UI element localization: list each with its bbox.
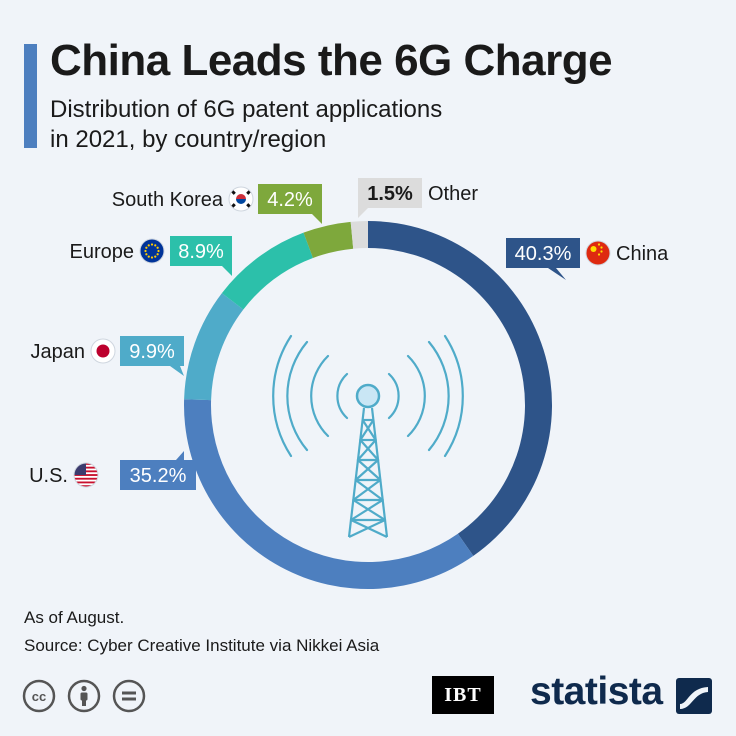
statista-wordmark: statista: [530, 670, 663, 713]
slice-south-korea: [303, 221, 354, 258]
category-label-u-s: U.S.: [29, 465, 68, 487]
attribution-icon[interactable]: [67, 679, 101, 713]
value-label-south-korea: 4.2%: [267, 189, 313, 211]
subtitle-line-1: Distribution of 6G patent applications: [50, 96, 443, 123]
slice-europe: [221, 232, 313, 310]
category-label-other: Other: [428, 183, 478, 205]
value-label-pointer: [312, 214, 322, 224]
subtitle-line-2: in 2021, by country/region: [50, 126, 327, 153]
accent-bar: [24, 44, 37, 148]
page-subtitle: Distribution of 6G patent applications i…: [50, 95, 570, 155]
value-label-bg: [358, 178, 422, 208]
slice-u-s: [183, 399, 474, 590]
value-label-bg: [506, 238, 580, 268]
value-label-pointer: [170, 366, 184, 376]
label-group-south-korea: 4.2% South Korea: [112, 184, 322, 224]
south-korea-flag-icon: [228, 186, 254, 212]
china-flag-icon: [585, 240, 611, 266]
antenna-tower-icon: [272, 334, 464, 538]
label-group-u-s: 35.2% U.S.: [29, 451, 196, 490]
no-derivatives-icon[interactable]: [112, 679, 146, 713]
value-label-other: 1.5%: [367, 183, 413, 205]
value-label-bg: [170, 236, 232, 266]
slice-japan: [184, 293, 244, 401]
ibt-logo: IBT: [432, 676, 494, 714]
chart-labels: 40.3% China 35.2% U.S. 9.9% Japan 8.9% Europe 4.…: [29, 178, 669, 490]
value-label-china: 40.3%: [515, 243, 572, 265]
us-flag-icon: [73, 462, 99, 488]
category-label-japan: Japan: [31, 341, 86, 363]
value-label-japan: 9.9%: [129, 341, 175, 363]
eu-flag-icon: [139, 238, 165, 264]
category-label-europe: Europe: [70, 241, 135, 263]
japan-flag-icon: [90, 338, 116, 364]
footnote: As of August.: [24, 608, 125, 627]
label-group-china: 40.3% China: [506, 238, 669, 280]
statista-logo-icon: [676, 678, 712, 714]
source-note: Source: Cyber Creative Institute via Nik…: [24, 636, 380, 655]
label-group-europe: 8.9% Europe: [70, 236, 232, 276]
value-label-u-s: 35.2%: [130, 465, 187, 487]
value-label-pointer: [222, 266, 232, 276]
creative-commons-icon[interactable]: cc: [22, 679, 56, 713]
label-group-japan: 9.9% Japan: [31, 336, 184, 376]
page-title: China Leads the 6G Charge: [50, 36, 613, 85]
category-label-china: China: [616, 243, 669, 265]
value-label-pointer: [358, 208, 368, 218]
chart-slices: [183, 221, 553, 590]
value-label-bg: [120, 336, 184, 366]
value-label-pointer: [548, 268, 566, 280]
value-label-europe: 8.9%: [178, 241, 224, 263]
category-label-south-korea: South Korea: [112, 189, 224, 211]
slice-other: [350, 221, 368, 249]
slice-china: [368, 221, 553, 556]
value-label-bg: [120, 460, 196, 490]
svg-text:cc: cc: [32, 689, 46, 704]
label-group-other: 1.5% Other: [358, 178, 478, 218]
value-label-pointer: [176, 451, 184, 460]
value-label-bg: [258, 184, 322, 214]
